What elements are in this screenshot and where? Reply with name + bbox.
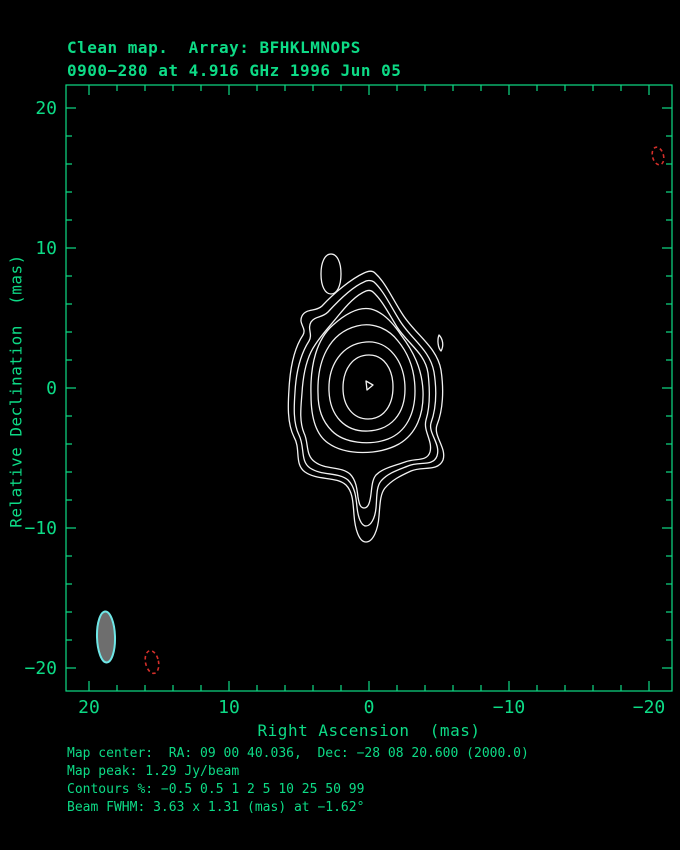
positive-contour: [317, 324, 416, 444]
positive-contour: [365, 380, 374, 391]
y-tick-label: −20: [24, 658, 57, 679]
y-tick-label: 20: [35, 98, 57, 119]
y-tick-label: −10: [24, 518, 57, 539]
positive-contour: [287, 270, 445, 543]
positive-contour: [293, 279, 439, 527]
x-tick-label: 10: [218, 697, 240, 718]
y-tick-label: 10: [35, 238, 57, 259]
beam-fwhm-ellipse: [95, 610, 117, 664]
plot-title: Clean map. Array: BFHKLMNOPS: [67, 38, 361, 57]
map-peak-line: Map peak: 1.29 Jy/beam: [67, 764, 240, 779]
negative-contour: [651, 146, 665, 166]
y-tick-label: 0: [46, 378, 57, 399]
positive-contour: [328, 341, 406, 432]
plot-subtitle: 0900−280 at 4.916 GHz 1996 Jun 05: [67, 61, 402, 80]
positive-contour: [342, 354, 394, 420]
contour-levels-line: Contours %: −0.5 0.5 1 2 5 10 25 50 99: [67, 782, 365, 797]
x-tick-label: −10: [492, 697, 526, 718]
x-tick-label: 0: [363, 697, 375, 718]
negative-contour: [144, 649, 160, 675]
positive-contour: [437, 334, 444, 352]
positive-contour: [320, 253, 342, 295]
x-axis-label: Right Ascension (mas): [257, 721, 481, 740]
map-center-line: Map center: RA: 09 00 40.036, Dec: −28 0…: [67, 746, 529, 761]
positive-contour: [310, 307, 424, 454]
beam-fwhm-line: Beam FWHM: 3.63 x 1.31 (mas) at −1.62°: [67, 800, 365, 815]
x-tick-label: −20: [632, 697, 666, 718]
x-tick-label: 20: [78, 697, 100, 718]
positive-contour: [300, 289, 432, 509]
